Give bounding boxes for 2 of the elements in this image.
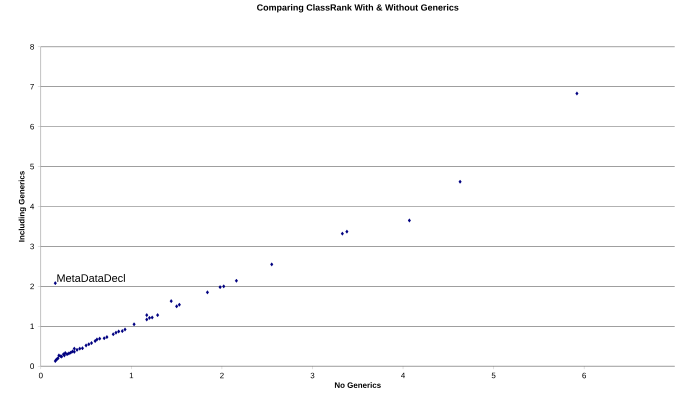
chart-title: Comparing ClassRank With & Without Generics xyxy=(257,4,458,12)
annotation: MetaDataDecl xyxy=(57,274,125,282)
